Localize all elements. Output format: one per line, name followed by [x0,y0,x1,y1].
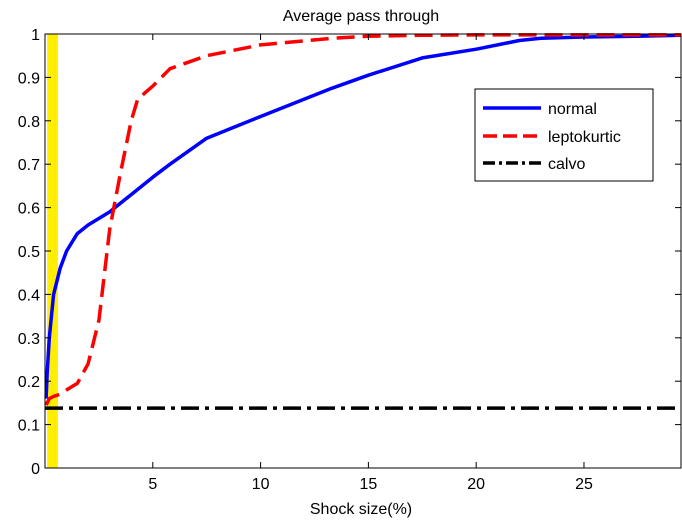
chart-title: Average pass through [283,8,439,25]
x-tick-label: 20 [467,476,485,493]
y-tick-label: 0.8 [18,114,40,131]
y-tick-label: 0.4 [18,287,40,304]
y-tick-label: 0 [31,461,40,478]
legend: normal leptokurtic calvo [474,88,654,182]
x-tick-label: 15 [359,476,377,493]
x-axis-label: Shock size(%) [310,501,412,518]
x-tick-label: 5 [148,476,157,493]
highlight-band [47,34,58,468]
legend-label-leptokurtic: leptokurtic [548,129,621,146]
y-tick-label: 0.6 [18,201,40,218]
series-line-leptokurtic [44,33,681,406]
legend-label-calvo: calvo [548,156,585,173]
y-tick-label: 0.2 [18,374,40,391]
y-tick-label: 0.5 [18,244,40,261]
y-tick-label: 0.7 [18,157,40,174]
tick-layer: 5 10 15 20 25 0 0.1 0.2 0.3 0.4 0.5 0.6 0.7 0.8 0.9 1 [18,27,681,493]
y-tick-label: 0.1 [18,418,40,435]
series-layer [44,33,682,410]
y-tick-label: 0.3 [18,331,40,348]
y-tick-label: 0.9 [18,70,40,87]
x-tick-label: 25 [575,476,593,493]
series-line-normal [44,33,682,399]
x-tick-label: 10 [252,476,270,493]
y-tick-label: 1 [31,27,40,44]
legend-label-normal: normal [548,101,597,118]
